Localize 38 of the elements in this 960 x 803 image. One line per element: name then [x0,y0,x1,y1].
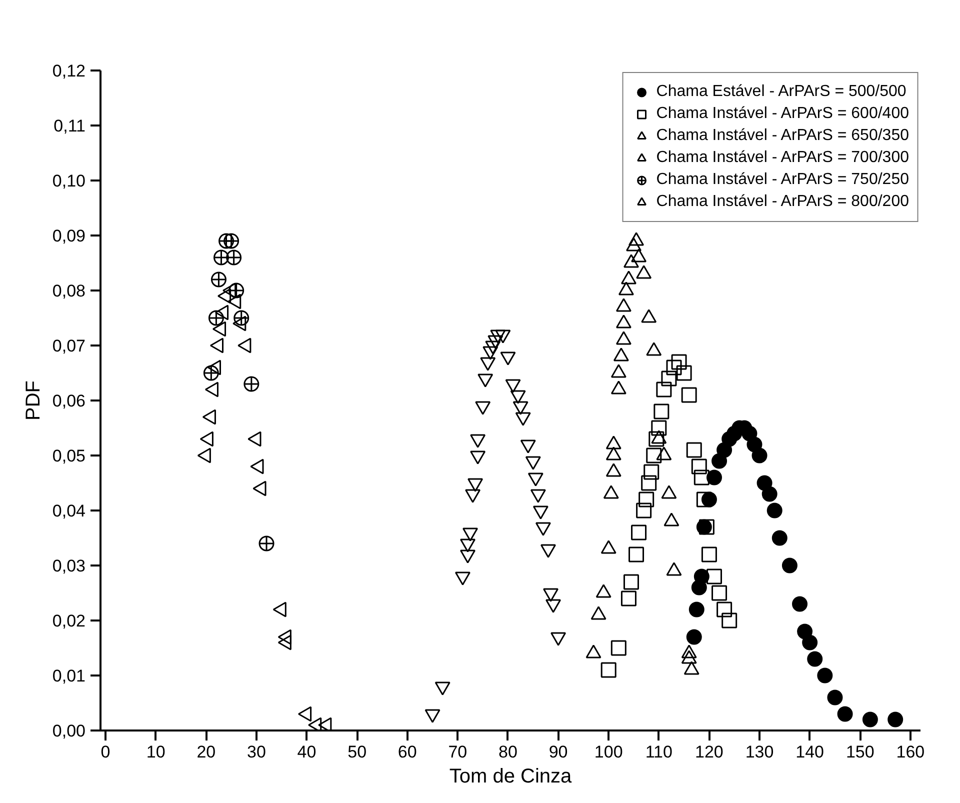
x-tick-label: 100 [594,742,623,762]
x-tick-label: 130 [745,742,774,762]
x-tick-label: 40 [297,742,316,762]
x-axis-title: Tom de Cinza [449,766,573,788]
y-tick-label: 0,05 [52,446,86,466]
y-tick-label: 0,07 [52,336,86,356]
x-tick-label: 90 [548,742,568,762]
x-tick-label: 150 [846,742,874,762]
x-tick-label: 30 [246,742,266,762]
y-tick-label: 0,06 [52,392,86,410]
x-tick-label: 70 [448,742,468,762]
x-tick-label: 60 [398,742,417,762]
legend-label: Chama Instável - ArPArS = 650/350 [656,126,909,146]
x-tick-label: 80 [498,742,518,762]
legend-label: Chama Instável - ArPArS = 800/200 [656,192,909,212]
y-tick-label: 0,11 [54,116,86,136]
y-tick-label: 0,02 [52,612,86,630]
x-tick-label: 10 [146,742,166,762]
y-axis-title: PDF [22,380,44,420]
legend-label: Chama Instável - ArPArS = 600/400 [656,104,909,124]
legend-label: Chama Estável - ArPArS = 500/500 [656,82,906,102]
legend-label: Chama Instável - ArPArS = 700/300 [656,148,909,168]
y-tick-label: 0,03 [52,556,86,576]
x-tick-label: 160 [896,742,925,762]
x-tick-label: 0 [100,742,110,762]
x-tick-label: 120 [695,742,724,762]
y-tick-label: 0,08 [52,282,86,300]
x-tick-label: 50 [348,742,367,762]
legend-label: Chama Instável - ArPArS = 750/250 [656,170,909,190]
x-tick-label: 110 [645,742,672,762]
x-tick-label: 20 [196,742,216,762]
y-tick-label: 0,09 [52,226,86,246]
x-tick-label: 140 [796,742,824,762]
y-tick-label: 0,10 [52,172,86,190]
y-tick-label: 0,04 [52,502,86,520]
y-tick-label: 0,01 [52,666,86,686]
y-tick-label: 0,12 [52,62,86,80]
y-tick-label: 0,00 [52,722,86,740]
